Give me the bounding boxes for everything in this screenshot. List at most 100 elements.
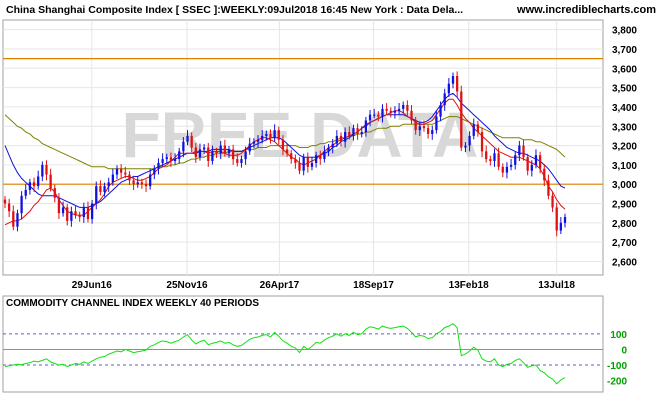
candle-body <box>356 128 359 134</box>
candle-body <box>124 172 127 175</box>
candle-body <box>99 186 102 192</box>
candle-body <box>173 159 177 162</box>
date-tick-label: 25Nov16 <box>166 280 208 291</box>
candle-body <box>393 110 397 113</box>
candle-body <box>460 91 463 148</box>
candle-body <box>555 207 558 231</box>
candle-body <box>223 145 226 154</box>
candle-body <box>128 174 131 181</box>
horizontal-lines <box>3 58 603 185</box>
candle-body <box>103 186 106 192</box>
candle-body <box>261 135 264 140</box>
ma-mid-line <box>4 92 566 208</box>
candle-body <box>111 174 114 183</box>
candle-body <box>207 147 210 162</box>
candle-body <box>501 166 504 173</box>
candle-body <box>232 149 235 160</box>
candle-body <box>563 217 567 223</box>
candle-body <box>169 157 173 162</box>
candle-body <box>464 145 467 148</box>
candle-body <box>57 197 61 214</box>
candle-body <box>381 108 384 117</box>
candle-body <box>447 83 450 94</box>
cci-title: COMMODITY CHANNEL INDEX WEEKLY 40 PERIOD… <box>6 298 259 309</box>
candle-body <box>41 164 44 177</box>
price-tick-label: 3,100 <box>612 161 637 172</box>
candle-body <box>107 182 110 187</box>
candle-body <box>422 126 426 129</box>
candle-body <box>543 168 546 181</box>
candle-body <box>194 147 197 158</box>
cci-tick-label: -200 <box>607 377 627 388</box>
candle-body <box>132 180 135 185</box>
candle-body <box>509 164 513 167</box>
candle-body <box>153 168 156 175</box>
candle-body <box>74 211 77 216</box>
candle-body <box>8 203 11 212</box>
candle-body <box>61 207 65 214</box>
date-x-axis: 29Jun16 25Nov16 26Apr17 18Sep17 13Feb18 13Jul… <box>72 280 576 291</box>
candle-body <box>281 139 285 150</box>
candle-body <box>493 153 496 162</box>
candle-body <box>78 215 81 218</box>
candle-body <box>302 157 305 171</box>
candle-body <box>389 110 392 113</box>
candle-body <box>497 153 500 167</box>
candle-body <box>431 130 434 134</box>
candle-body <box>426 128 430 134</box>
candle-body <box>335 135 338 144</box>
candle-body <box>314 155 318 163</box>
candlesticks <box>3 71 567 237</box>
candle-body <box>294 159 297 163</box>
candle-body <box>202 147 206 150</box>
candle-body <box>211 151 214 162</box>
candle-body <box>319 155 322 160</box>
price-tick-label: 2,800 <box>612 219 637 230</box>
candle-body <box>165 157 168 160</box>
candle-body <box>402 105 405 109</box>
candle-body <box>514 155 517 165</box>
candle-body <box>182 141 185 152</box>
candle-body <box>86 207 90 219</box>
candle-body <box>20 195 23 214</box>
candle-body <box>538 155 542 169</box>
price-tick-label: 3,500 <box>612 84 637 95</box>
candle-body <box>95 186 98 204</box>
candle-body <box>32 182 36 187</box>
candle-body <box>115 168 119 175</box>
candle-body <box>551 195 554 208</box>
candle-body <box>360 132 363 134</box>
candle-body <box>277 130 280 140</box>
ma-slow-line <box>4 114 566 170</box>
candle-body <box>240 159 243 163</box>
candle-body <box>285 149 289 154</box>
candle-body <box>53 188 56 198</box>
candle-body <box>219 145 222 154</box>
candle-body <box>290 153 293 160</box>
price-tick-label: 3,200 <box>612 142 637 153</box>
candle-body <box>373 114 376 116</box>
candle-body <box>248 143 251 152</box>
candle-body <box>522 145 525 158</box>
candle-body <box>306 157 309 167</box>
candle-body <box>410 110 413 121</box>
candle-body <box>377 114 380 117</box>
site-url: www.incrediblecharts.com <box>516 4 656 16</box>
candle-body <box>198 149 202 158</box>
candle-body <box>252 141 256 144</box>
candle-body <box>144 184 148 187</box>
candle-body <box>331 143 334 148</box>
candle-body <box>344 132 347 142</box>
candle-body <box>530 164 533 171</box>
price-tick-label: 3,300 <box>612 122 637 133</box>
cci-tick-label: -100 <box>607 361 627 372</box>
cci-y-axis: 100 0 -100 -200 <box>607 330 627 388</box>
candle-body <box>256 139 260 142</box>
cci-reference-lines <box>3 333 603 366</box>
moving-averages <box>4 92 566 226</box>
candle-body <box>526 157 529 171</box>
candle-body <box>265 133 268 136</box>
candle-body <box>49 174 52 189</box>
candle-body <box>298 162 301 171</box>
